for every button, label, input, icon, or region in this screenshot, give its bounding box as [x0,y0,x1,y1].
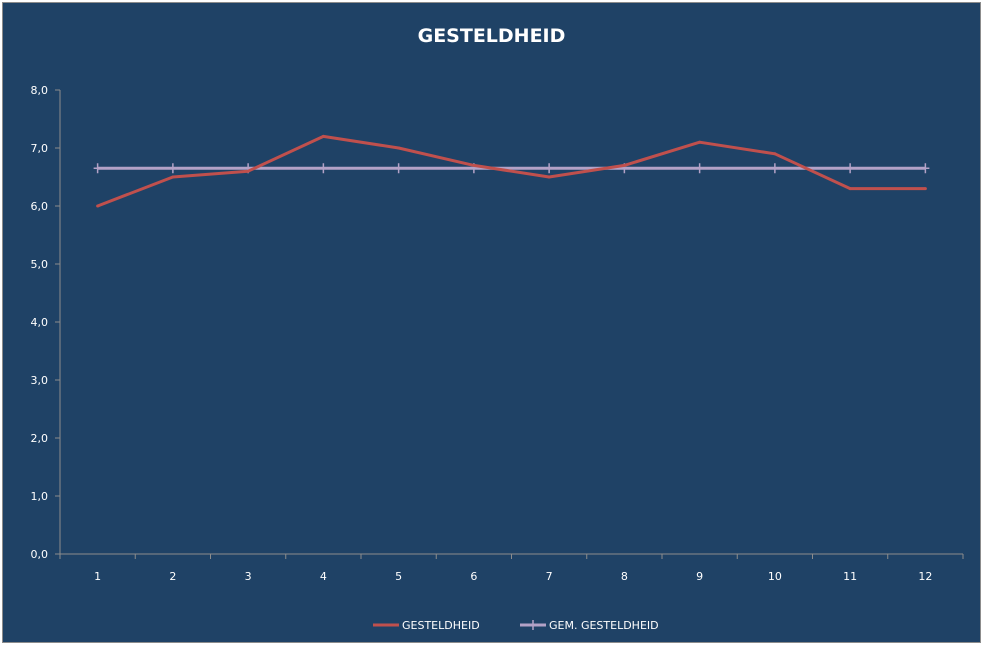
data-point-gesteldheid [622,163,626,167]
data-point-gem-gesteldheid [319,163,328,174]
x-tick-label: 5 [395,570,402,583]
data-point-gesteldheid [321,134,325,138]
x-tick-label: 6 [470,570,477,583]
data-point-gem-gesteldheid [168,163,177,174]
data-point-gesteldheid [923,187,927,191]
y-tick-label: 7,0 [31,142,49,155]
data-point-gesteldheid [246,169,250,173]
x-tick-label: 12 [918,570,932,583]
x-tick-label: 10 [768,570,782,583]
data-point-gesteldheid [547,175,551,179]
data-point-gem-gesteldheid [545,163,554,174]
y-tick-label: 5,0 [31,258,49,271]
data-point-gesteldheid [698,140,702,144]
data-point-gesteldheid [96,204,100,208]
y-tick-label: 0,0 [31,548,49,561]
x-tick-label: 4 [320,570,327,583]
series-line-gesteldheid [97,134,926,208]
y-tick-label: 6,0 [31,200,49,213]
y-tick-label: 3,0 [31,374,49,387]
y-tick-label: 1,0 [31,490,49,503]
x-tick-label: 1 [94,570,101,583]
x-tick-label: 7 [546,570,553,583]
data-point-gesteldheid [848,187,852,191]
data-point-gem-gesteldheid [695,163,704,174]
data-point-gem-gesteldheid [394,163,403,174]
data-point-gesteldheid [773,152,777,156]
data-point-gem-gesteldheid [770,163,779,174]
x-tick-label: 3 [245,570,252,583]
x-tick-label: 11 [843,570,857,583]
data-point-gesteldheid [171,175,175,179]
data-point-gem-gesteldheid [846,163,855,174]
data-point-gesteldheid [472,163,476,167]
x-tick-label: 9 [696,570,703,583]
data-point-gem-gesteldheid [921,163,930,174]
legend-label-gesteldheid: GESTELDHEID [402,619,480,632]
legend-label-gem-gesteldheid: GEM. GESTELDHEID [549,619,659,632]
y-tick-label: 8,0 [31,84,49,97]
y-tick-label: 4,0 [31,316,49,329]
x-tick-label: 2 [169,570,176,583]
chart-title: GESTELDHEID [417,25,566,47]
data-point-gesteldheid [397,146,401,150]
data-point-gem-gesteldheid [93,163,102,174]
x-tick-label: 8 [621,570,628,583]
y-tick-label: 2,0 [31,432,49,445]
